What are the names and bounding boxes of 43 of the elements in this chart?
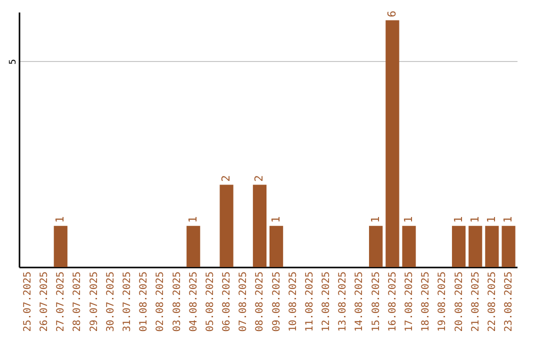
x-tick-label: 04.08.2025 [188, 272, 200, 332]
data-label: 1 [484, 216, 498, 223]
data-label: 1 [54, 216, 67, 223]
x-tick-label: 06.08.2025 [222, 272, 233, 332]
x-tick-label: 16.08.2025 [387, 272, 398, 332]
x-tick-label: 17.08.2025 [404, 272, 416, 332]
x-tick-label: 23.08.2025 [504, 272, 515, 332]
x-tick-label: 19.08.2025 [437, 272, 448, 332]
data-label: 1 [502, 216, 515, 223]
x-tick-label: 21.08.2025 [470, 272, 482, 332]
y-tick-label: 5 [8, 59, 18, 65]
data-label: 2 [252, 175, 266, 182]
x-tick-label: 08.08.2025 [254, 272, 266, 332]
data-label: 1 [452, 216, 465, 223]
x-tick-label: 14.08.2025 [354, 272, 366, 332]
data-label: 1 [269, 216, 282, 223]
x-tick-label: 01.08.2025 [138, 272, 150, 332]
x-tick-label: 28.07.2025 [72, 272, 84, 332]
data-label: 2 [220, 175, 233, 182]
x-tick-label: 30.07.2025 [105, 272, 116, 332]
x-tick-label: 03.08.2025 [172, 272, 183, 332]
x-tick-label: 13.08.2025 [338, 272, 349, 332]
x-tick-label: 15.08.2025 [370, 272, 382, 332]
x-tick-label: 05.08.2025 [204, 272, 216, 332]
x-tick-label: 27.07.2025 [56, 272, 67, 332]
data-label: 1 [186, 216, 200, 223]
data-label: 6 [385, 10, 398, 18]
x-tick-label: 12.08.2025 [321, 272, 332, 332]
x-tick-label: 18.08.2025 [420, 272, 432, 332]
x-tick-label: 09.08.2025 [271, 272, 282, 332]
x-tick-label: 02.08.2025 [155, 272, 166, 332]
x-tick-label: 10.08.2025 [288, 272, 299, 332]
data-label: 1 [402, 216, 416, 223]
x-tick-label: 11.08.2025 [304, 272, 316, 332]
x-tick-label: 26.07.2025 [39, 272, 50, 332]
x-tick-label: 29.07.2025 [88, 272, 100, 332]
x-tick-label: 22.08.2025 [486, 272, 498, 332]
x-tick-label: 31.07.2025 [122, 272, 133, 332]
data-label: 1 [468, 216, 482, 223]
x-tick-label: 20.08.2025 [454, 272, 465, 332]
x-tick-label: 07.08.2025 [238, 272, 250, 332]
data-label: 1 [368, 216, 382, 223]
x-tick-label: 25.07.2025 [22, 272, 34, 332]
